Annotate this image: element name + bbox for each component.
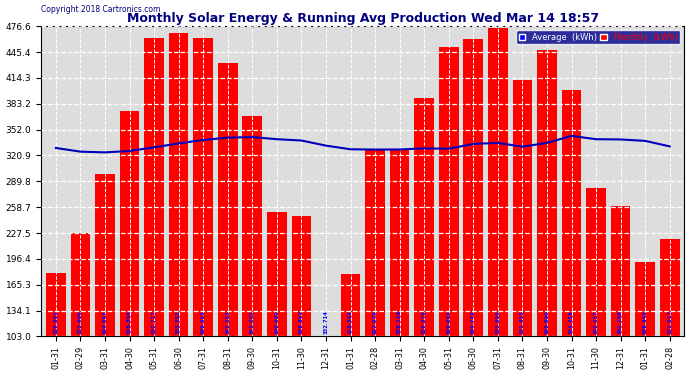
Bar (292, 216, 311, 336)
Text: 343.002: 343.002 (250, 310, 255, 334)
Bar (562, 90, 581, 336)
Bar (218, 63, 237, 336)
Text: 340.482: 340.482 (275, 310, 279, 334)
Bar (586, 188, 606, 336)
Text: 328.116: 328.116 (397, 310, 402, 334)
Bar (464, 39, 483, 336)
Bar (267, 212, 286, 336)
Bar (660, 239, 680, 336)
Text: 335.996: 335.996 (495, 310, 500, 334)
Bar (46, 273, 66, 336)
Text: 328.342: 328.342 (348, 310, 353, 334)
Text: 340.457: 340.457 (593, 310, 598, 334)
Bar (242, 116, 262, 336)
Bar (193, 38, 213, 336)
Text: 338.891: 338.891 (299, 310, 304, 334)
Bar (95, 174, 115, 336)
Bar (169, 33, 188, 336)
Text: 325.496: 325.496 (78, 310, 83, 334)
Legend: Average  (kWh), Monthly  (kWh): Average (kWh), Monthly (kWh) (516, 30, 680, 44)
Bar (70, 232, 90, 336)
Text: 335.990: 335.990 (544, 310, 549, 334)
Text: Copyright 2018 Cartronics.com: Copyright 2018 Cartronics.com (41, 5, 161, 14)
Bar (316, 336, 336, 346)
Text: 338.442: 338.442 (642, 310, 648, 334)
Text: 334.772: 334.772 (471, 310, 476, 334)
Bar (120, 111, 139, 336)
Text: 329.378: 329.378 (422, 310, 426, 334)
Bar (488, 28, 508, 336)
Bar (341, 274, 360, 336)
Bar (390, 150, 409, 336)
Bar (513, 80, 532, 336)
Text: 342.353: 342.353 (225, 310, 230, 334)
Bar (611, 206, 631, 336)
Text: 324.597: 324.597 (103, 310, 108, 334)
Text: 326.304: 326.304 (127, 310, 132, 334)
Text: 331.817: 331.817 (667, 310, 672, 334)
Text: 340.159: 340.159 (618, 310, 623, 334)
Text: 327.979: 327.979 (373, 310, 377, 334)
Bar (365, 150, 385, 336)
Text: 332.714: 332.714 (324, 310, 328, 334)
Bar (415, 98, 434, 336)
Text: 344.459: 344.459 (569, 310, 574, 334)
Bar (144, 38, 164, 336)
Text: 330.717: 330.717 (152, 310, 157, 334)
Title: Monthly Solar Energy & Running Avg Production Wed Mar 14 18:57: Monthly Solar Energy & Running Avg Produ… (127, 12, 599, 25)
Bar (439, 46, 459, 336)
Text: 339.523: 339.523 (201, 310, 206, 334)
Bar (635, 262, 655, 336)
Text: 335.352: 335.352 (176, 310, 181, 334)
Text: 329.032: 329.032 (446, 310, 451, 334)
Text: 329.891: 329.891 (53, 310, 59, 334)
Text: 331.453: 331.453 (520, 310, 525, 334)
Bar (537, 50, 557, 336)
